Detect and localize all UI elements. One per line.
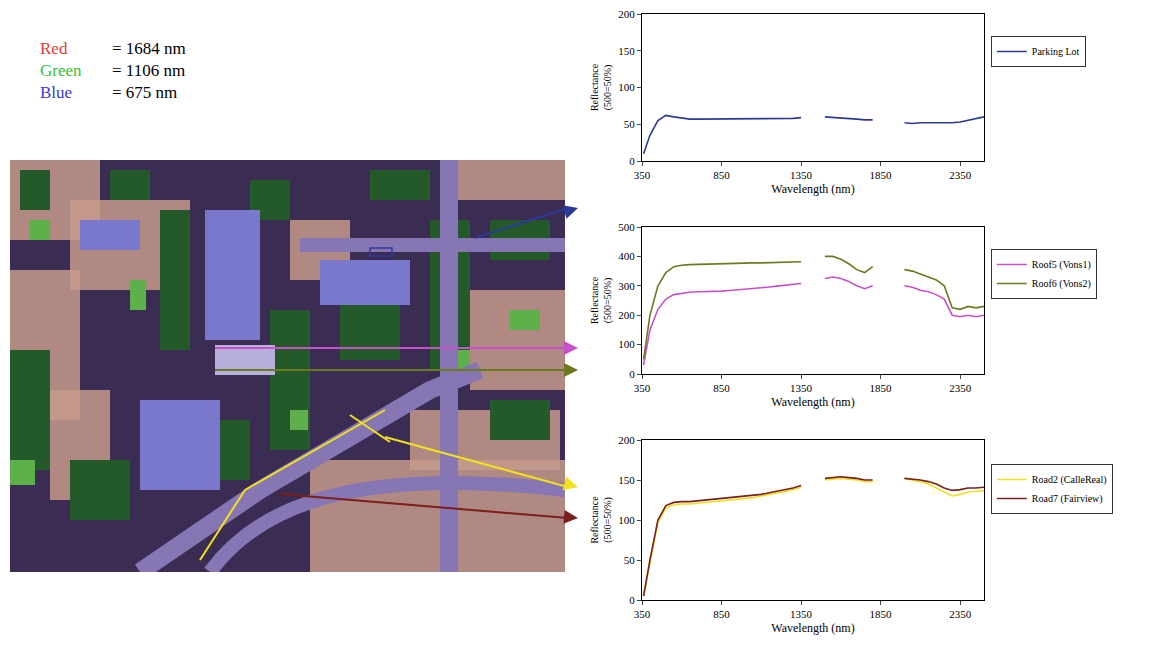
html-text:= 675 nm: = 675 nm bbox=[112, 83, 178, 102]
svg-text:1850: 1850 bbox=[870, 608, 893, 620]
svg-text:850: 850 bbox=[713, 169, 730, 181]
svg-text:2350: 2350 bbox=[949, 382, 972, 394]
svg-text:0: 0 bbox=[629, 368, 635, 380]
svg-text:0: 0 bbox=[629, 155, 635, 167]
html-text:Green: Green bbox=[40, 61, 82, 80]
svg-text:50: 50 bbox=[624, 118, 636, 130]
svg-text:Wavelength (nm): Wavelength (nm) bbox=[771, 621, 854, 635]
svg-text:100: 100 bbox=[618, 514, 635, 526]
svg-text:Roof6 (Vons2): Roof6 (Vons2) bbox=[1032, 278, 1091, 290]
svg-text:850: 850 bbox=[713, 608, 730, 620]
svg-text:100: 100 bbox=[618, 81, 635, 93]
svg-text:Reflectance(500=50%): Reflectance(500=50%) bbox=[589, 276, 614, 324]
svg-text:Road2 (CalleReal): Road2 (CalleReal) bbox=[1032, 474, 1107, 486]
svg-text:2350: 2350 bbox=[949, 169, 972, 181]
svg-text:850: 850 bbox=[713, 382, 730, 394]
svg-text:150: 150 bbox=[618, 474, 635, 486]
html-text:= 1106 nm: = 1106 nm bbox=[112, 61, 186, 80]
svg-text:2350: 2350 bbox=[949, 608, 972, 620]
svg-text:350: 350 bbox=[634, 169, 651, 181]
svg-text:150: 150 bbox=[618, 45, 635, 57]
svg-text:Reflectance(500=50%): Reflectance(500=50%) bbox=[589, 496, 614, 544]
svg-text:100: 100 bbox=[618, 338, 635, 350]
svg-text:1850: 1850 bbox=[870, 382, 893, 394]
html-text:Blue: Blue bbox=[40, 83, 73, 102]
svg-text:500: 500 bbox=[618, 221, 635, 233]
svg-text:Road7 (Fairview): Road7 (Fairview) bbox=[1032, 493, 1103, 505]
html-text:Red: Red bbox=[40, 39, 68, 58]
svg-text:400: 400 bbox=[618, 250, 635, 262]
svg-text:1350: 1350 bbox=[790, 382, 813, 394]
svg-text:Parking Lot: Parking Lot bbox=[1032, 46, 1080, 57]
svg-text:350: 350 bbox=[634, 608, 651, 620]
svg-text:1350: 1350 bbox=[790, 169, 813, 181]
svg-text:0: 0 bbox=[629, 594, 635, 606]
svg-text:1350: 1350 bbox=[790, 608, 813, 620]
svg-text:200: 200 bbox=[618, 8, 635, 20]
svg-text:1850: 1850 bbox=[870, 169, 893, 181]
svg-text:350: 350 bbox=[634, 382, 651, 394]
svg-text:300: 300 bbox=[618, 280, 635, 292]
svg-text:Reflectance(500=50%): Reflectance(500=50%) bbox=[589, 63, 614, 111]
svg-text:Wavelength (nm): Wavelength (nm) bbox=[771, 182, 854, 196]
html-text:= 1684 nm: = 1684 nm bbox=[112, 39, 186, 58]
svg-text:200: 200 bbox=[618, 309, 635, 321]
svg-text:50: 50 bbox=[624, 554, 636, 566]
svg-text:Roof5 (Vons1): Roof5 (Vons1) bbox=[1032, 259, 1091, 271]
svg-text:200: 200 bbox=[618, 434, 635, 446]
svg-text:Wavelength (nm): Wavelength (nm) bbox=[771, 395, 854, 409]
